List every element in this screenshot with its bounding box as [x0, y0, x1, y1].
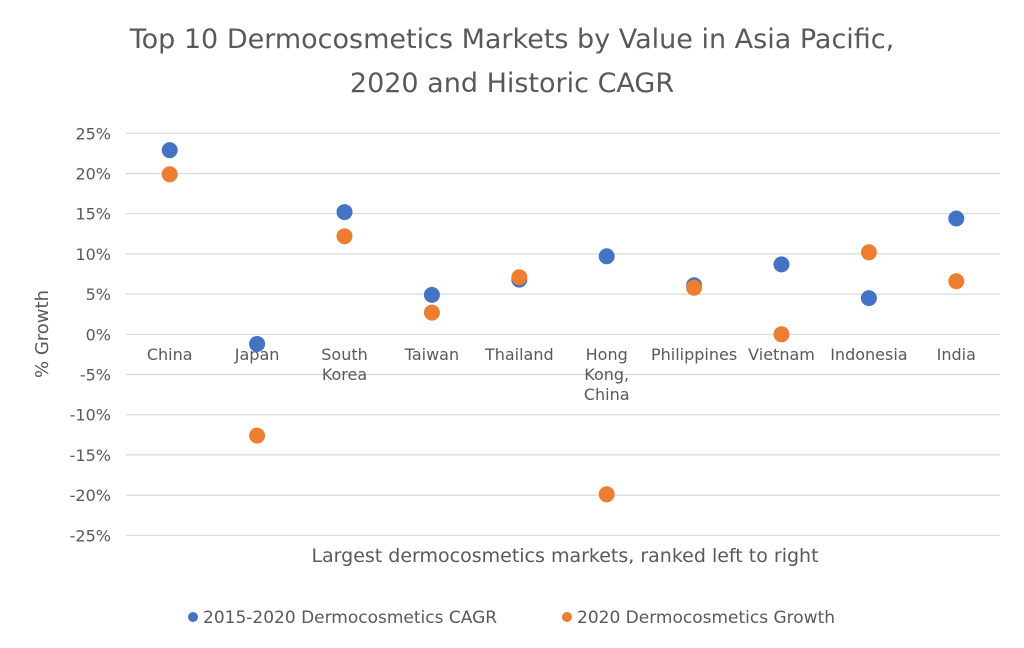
x-tick-label: Japan	[234, 345, 280, 364]
chart-title: Top 10 Dermocosmetics Markets by Value i…	[129, 24, 895, 99]
growth-point-taiwan	[423, 304, 440, 321]
growth-point-thailand	[511, 269, 528, 286]
legend-marker-growth	[562, 612, 572, 622]
x-tick-label: Thailand	[484, 345, 554, 364]
x-tick-label: Kong,	[584, 365, 629, 384]
x-tick-label: Korea	[322, 365, 367, 384]
growth-point-philippines	[686, 279, 703, 296]
x-tick-label: Indonesia	[830, 345, 907, 364]
y-tick-label: 5%	[86, 285, 111, 304]
cagr-point-japan	[249, 335, 266, 352]
x-tick-label: Vietnam	[748, 345, 815, 364]
growth-point-china	[161, 166, 178, 183]
cagr-point-taiwan	[423, 286, 440, 303]
growth-point-hong-kong-china	[598, 486, 615, 503]
cagr-point-china	[161, 142, 178, 159]
x-tick-label: South	[321, 345, 368, 364]
y-tick-label: 10%	[75, 245, 111, 264]
legend-label-growth: 2020 Dermocosmetics Growth	[577, 608, 835, 628]
y-axis-label: % Growth	[32, 290, 53, 378]
x-axis-label: Largest dermocosmetics markets, ranked l…	[311, 545, 818, 567]
growth-point-south-korea	[336, 228, 353, 245]
chart-title-line-2: 2020 and Historic CAGR	[350, 68, 674, 99]
cagr-point-india	[948, 210, 965, 227]
legend-marker-cagr	[188, 612, 198, 622]
y-tick-label: -25%	[70, 526, 111, 545]
y-tick-label: 25%	[75, 124, 111, 143]
cagr-point-indonesia	[860, 290, 877, 307]
y-tick-label: 20%	[75, 165, 111, 184]
y-axis-tick-labels: 25% 20% 15% 10% 5% 0% -5% -10% -15% -20% -25%	[70, 124, 111, 545]
x-tick-label: Hong	[586, 345, 628, 364]
x-tick-label: China	[584, 385, 630, 404]
gridlines	[126, 132, 1000, 536]
growth-point-indonesia	[860, 244, 877, 261]
data-points	[161, 142, 965, 503]
y-tick-label: -10%	[70, 406, 111, 425]
y-tick-label: -15%	[70, 446, 111, 465]
legend-label-cagr: 2015-2020 Dermocosmetics CAGR	[203, 608, 497, 628]
chart-title-line-1: Top 10 Dermocosmetics Markets by Value i…	[129, 24, 895, 55]
growth-point-vietnam	[773, 326, 790, 343]
legend: 2015-2020 Dermocosmetics CAGR 2020 Dermo…	[188, 608, 835, 628]
growth-point-japan	[249, 427, 266, 444]
x-tick-label: Taiwan	[404, 345, 459, 364]
x-tick-label: India	[937, 345, 976, 364]
cagr-point-south-korea	[336, 204, 353, 221]
y-tick-label: -5%	[80, 366, 111, 385]
x-tick-label: Philippines	[651, 345, 737, 364]
cagr-point-vietnam	[773, 256, 790, 273]
x-tick-label: China	[147, 345, 193, 364]
y-tick-label: 15%	[75, 205, 111, 224]
y-tick-label: -20%	[70, 486, 111, 505]
cagr-point-hong-kong-china	[598, 248, 615, 265]
y-tick-label: 0%	[86, 325, 111, 344]
growth-point-india	[948, 273, 965, 290]
